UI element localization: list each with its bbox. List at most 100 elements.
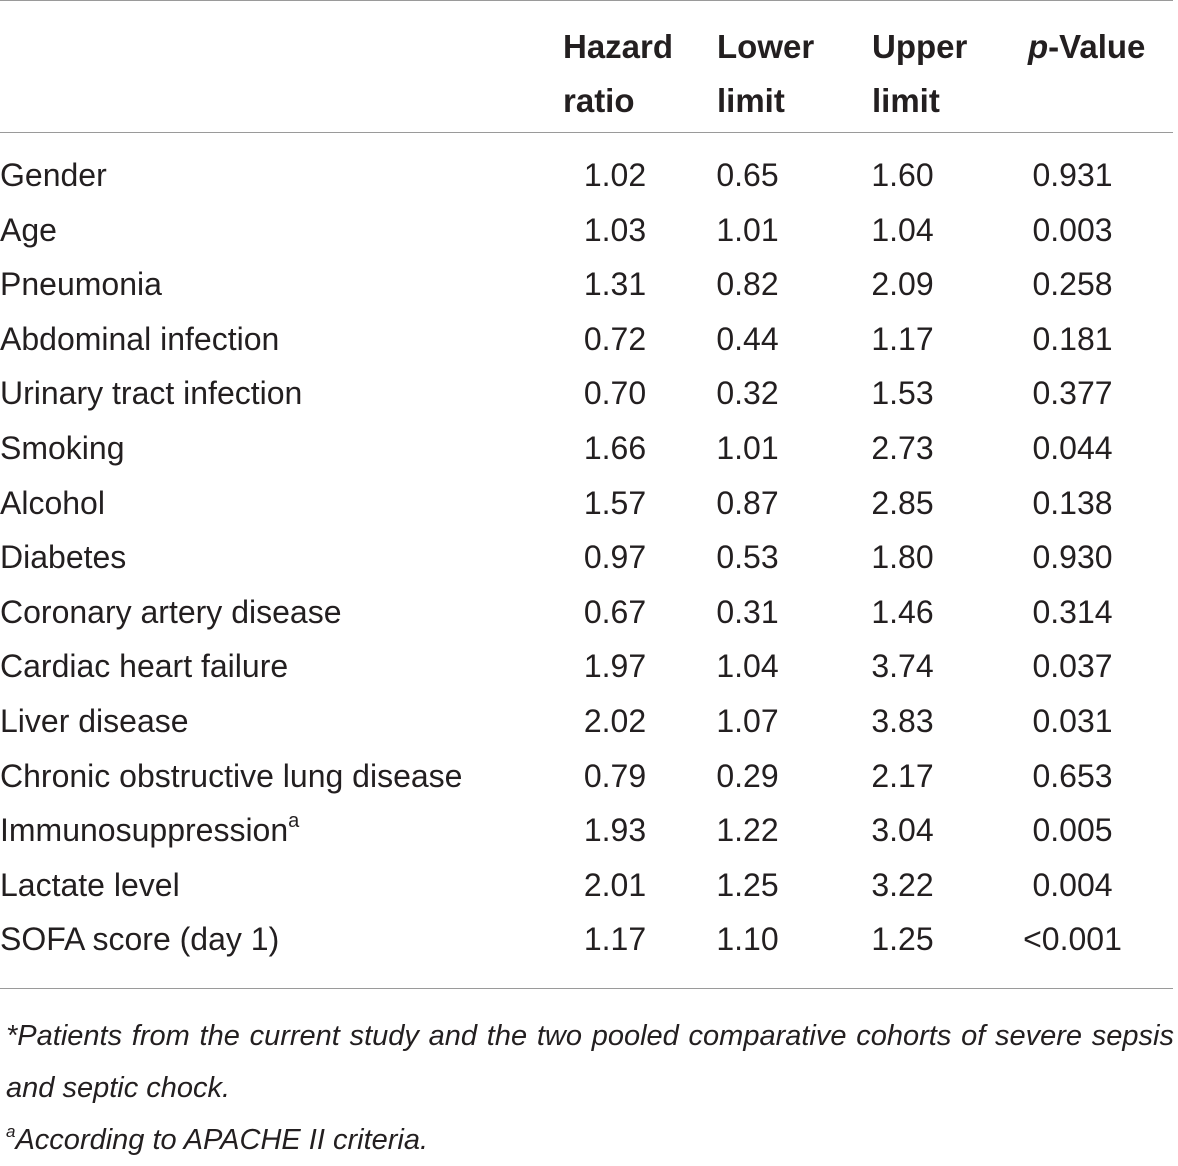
row-label-text: SOFA score (day 1): [0, 921, 280, 958]
lower-limit-cell-text: 1.04: [716, 648, 779, 685]
footnote-apache: aAccording to APACHE II criteria.: [6, 1114, 1174, 1166]
row-label-text: Urinary tract infection: [0, 375, 303, 412]
upper-limit-cell: 1.46: [825, 585, 980, 640]
lower-limit-cell-text: 1.01: [716, 429, 779, 466]
upper-limit-cell: 2.73: [825, 421, 980, 476]
p-value-cell: 0.138: [980, 476, 1165, 531]
row-label: Pneumonia: [0, 257, 560, 312]
upper-limit-cell-text: 1.17: [871, 320, 934, 357]
p-value-cell-text: <0.001: [1023, 921, 1122, 958]
upper-limit-cell-text: 1.46: [871, 593, 934, 630]
upper-limit-cell-text: 1.04: [871, 211, 934, 248]
lower-limit-cell: 0.82: [670, 257, 825, 312]
p-value-cell: 0.931: [980, 148, 1165, 203]
row-label-text: Chronic obstructive lung disease: [0, 757, 463, 794]
upper-limit-cell: 3.04: [825, 803, 980, 858]
lower-limit-cell-text: 0.53: [716, 539, 779, 576]
p-value-cell-text: 0.653: [1032, 757, 1113, 794]
hazard-ratio-cell: 0.70: [560, 366, 670, 421]
p-value-cell-text: 0.377: [1032, 375, 1113, 412]
hazard-ratio-cell: 1.93: [560, 803, 670, 858]
row-label: Age: [0, 203, 560, 258]
table-row: Diabetes 0.97 0.53 1.80 0.930: [0, 530, 1165, 585]
table-row: Gender 1.02 0.65 1.60 0.931: [0, 148, 1165, 203]
hazard-ratio-cell-text: 1.03: [583, 211, 647, 248]
row-label-text: Smoking: [0, 429, 125, 466]
header-upper-limit-line1: Upper: [872, 28, 968, 65]
row-label-text: Cardiac heart failure: [0, 648, 289, 685]
lower-limit-cell-text: 0.32: [716, 375, 779, 412]
lower-limit-cell: 1.07: [670, 694, 825, 749]
hazard-ratio-cell-text: 0.79: [583, 757, 647, 794]
upper-limit-cell: 3.74: [825, 639, 980, 694]
hazard-ratio-cell: 1.66: [560, 421, 670, 476]
hazard-ratio-cell: 0.97: [560, 530, 670, 585]
hazard-ratio-cell: 1.57: [560, 476, 670, 531]
p-value-cell: 0.181: [980, 312, 1165, 367]
row-label: Liver disease: [0, 694, 560, 749]
row-label-text: Immunosuppression: [0, 812, 289, 849]
upper-limit-cell-text: 1.80: [871, 539, 934, 576]
row-label: Immunosuppressiona: [0, 803, 560, 858]
p-value-cell: 0.037: [980, 639, 1165, 694]
lower-limit-cell: 1.25: [670, 858, 825, 913]
hazard-ratio-cell-text: 1.57: [583, 484, 647, 521]
upper-limit-cell: 1.80: [825, 530, 980, 585]
table-row: Age 1.03 1.01 1.04 0.003: [0, 203, 1165, 258]
lower-limit-cell-text: 0.29: [716, 757, 779, 794]
header-rule: [0, 132, 1173, 133]
table-row: Immunosuppressiona 1.93 1.22 3.04 0.005: [0, 803, 1165, 858]
p-value-cell-text: 0.931: [1032, 157, 1113, 193]
p-value-cell: 0.930: [980, 530, 1165, 585]
lower-limit-cell-text: 1.22: [716, 812, 779, 849]
row-label-text: Liver disease: [0, 702, 189, 739]
lower-limit-cell: 0.44: [670, 312, 825, 367]
upper-limit-cell: 2.17: [825, 749, 980, 804]
table-row: SOFA score (day 1) 1.17 1.10 1.25 <0.001: [0, 912, 1165, 967]
row-label-text: Coronary artery disease: [0, 593, 342, 630]
table-row: Liver disease 2.02 1.07 3.83 0.031: [0, 694, 1165, 749]
row-label: Alcohol: [0, 476, 560, 531]
hazard-ratio-cell: 2.02: [560, 694, 670, 749]
table-row: Smoking 1.66 1.01 2.73 0.044: [0, 421, 1165, 476]
upper-limit-cell: 1.17: [825, 312, 980, 367]
table-row: Chronic obstructive lung disease 0.79 0.29…: [0, 749, 1165, 804]
p-value-cell-text: 0.005: [1032, 812, 1113, 849]
p-value-cell-text: 0.003: [1032, 211, 1113, 248]
upper-limit-cell: 1.04: [825, 203, 980, 258]
row-label: Chronic obstructive lung disease: [0, 749, 560, 804]
p-value-cell-text: 0.138: [1032, 484, 1113, 521]
header-p-rest: -Value: [1048, 28, 1146, 65]
row-label: Smoking: [0, 421, 560, 476]
p-value-cell-text: 0.031: [1032, 702, 1113, 739]
lower-limit-cell: 0.29: [670, 749, 825, 804]
hazard-ratio-cell-text: 0.67: [583, 593, 647, 630]
lower-limit-cell: 0.53: [670, 530, 825, 585]
table-row: Cardiac heart failure 1.97 1.04 3.74 0.037: [0, 639, 1165, 694]
lower-limit-cell-text: 1.25: [716, 866, 779, 903]
upper-limit-cell: 3.22: [825, 858, 980, 913]
p-value-cell-text: 0.181: [1032, 320, 1113, 357]
hazard-ratio-cell-text: 0.97: [583, 539, 647, 576]
p-value-cell: 0.003: [980, 203, 1165, 258]
row-label-text: Age: [0, 211, 57, 248]
upper-limit-cell-text: 2.85: [871, 484, 934, 521]
lower-limit-cell-text: 0.44: [716, 320, 779, 357]
hazard-ratio-cell-text: 1.66: [583, 429, 647, 466]
hazard-ratio-cell: 2.01: [560, 858, 670, 913]
table-row: Urinary tract infection 0.70 0.32 1.53 0.377: [0, 366, 1165, 421]
row-label-text: Lactate level: [0, 866, 180, 903]
hazard-ratio-cell: 1.17: [560, 912, 670, 967]
footnote-apache-text: According to APACHE II criteria.: [15, 1124, 429, 1156]
table-row: Pneumonia 1.31 0.82 2.09 0.258: [0, 257, 1165, 312]
upper-limit-cell-text: 3.22: [871, 866, 934, 903]
lower-limit-cell: 0.87: [670, 476, 825, 531]
row-label: Urinary tract infection: [0, 366, 560, 421]
upper-limit-cell-text: 2.09: [871, 266, 934, 303]
header-lower-limit-line1: Lower: [717, 28, 815, 65]
row-label-text: Alcohol: [0, 484, 105, 521]
hazard-ratio-cell: 1.03: [560, 203, 670, 258]
upper-limit-cell: 2.85: [825, 476, 980, 531]
hazard-ratio-cell-text: 1.17: [583, 921, 647, 958]
upper-limit-cell-text: 1.25: [871, 921, 934, 958]
